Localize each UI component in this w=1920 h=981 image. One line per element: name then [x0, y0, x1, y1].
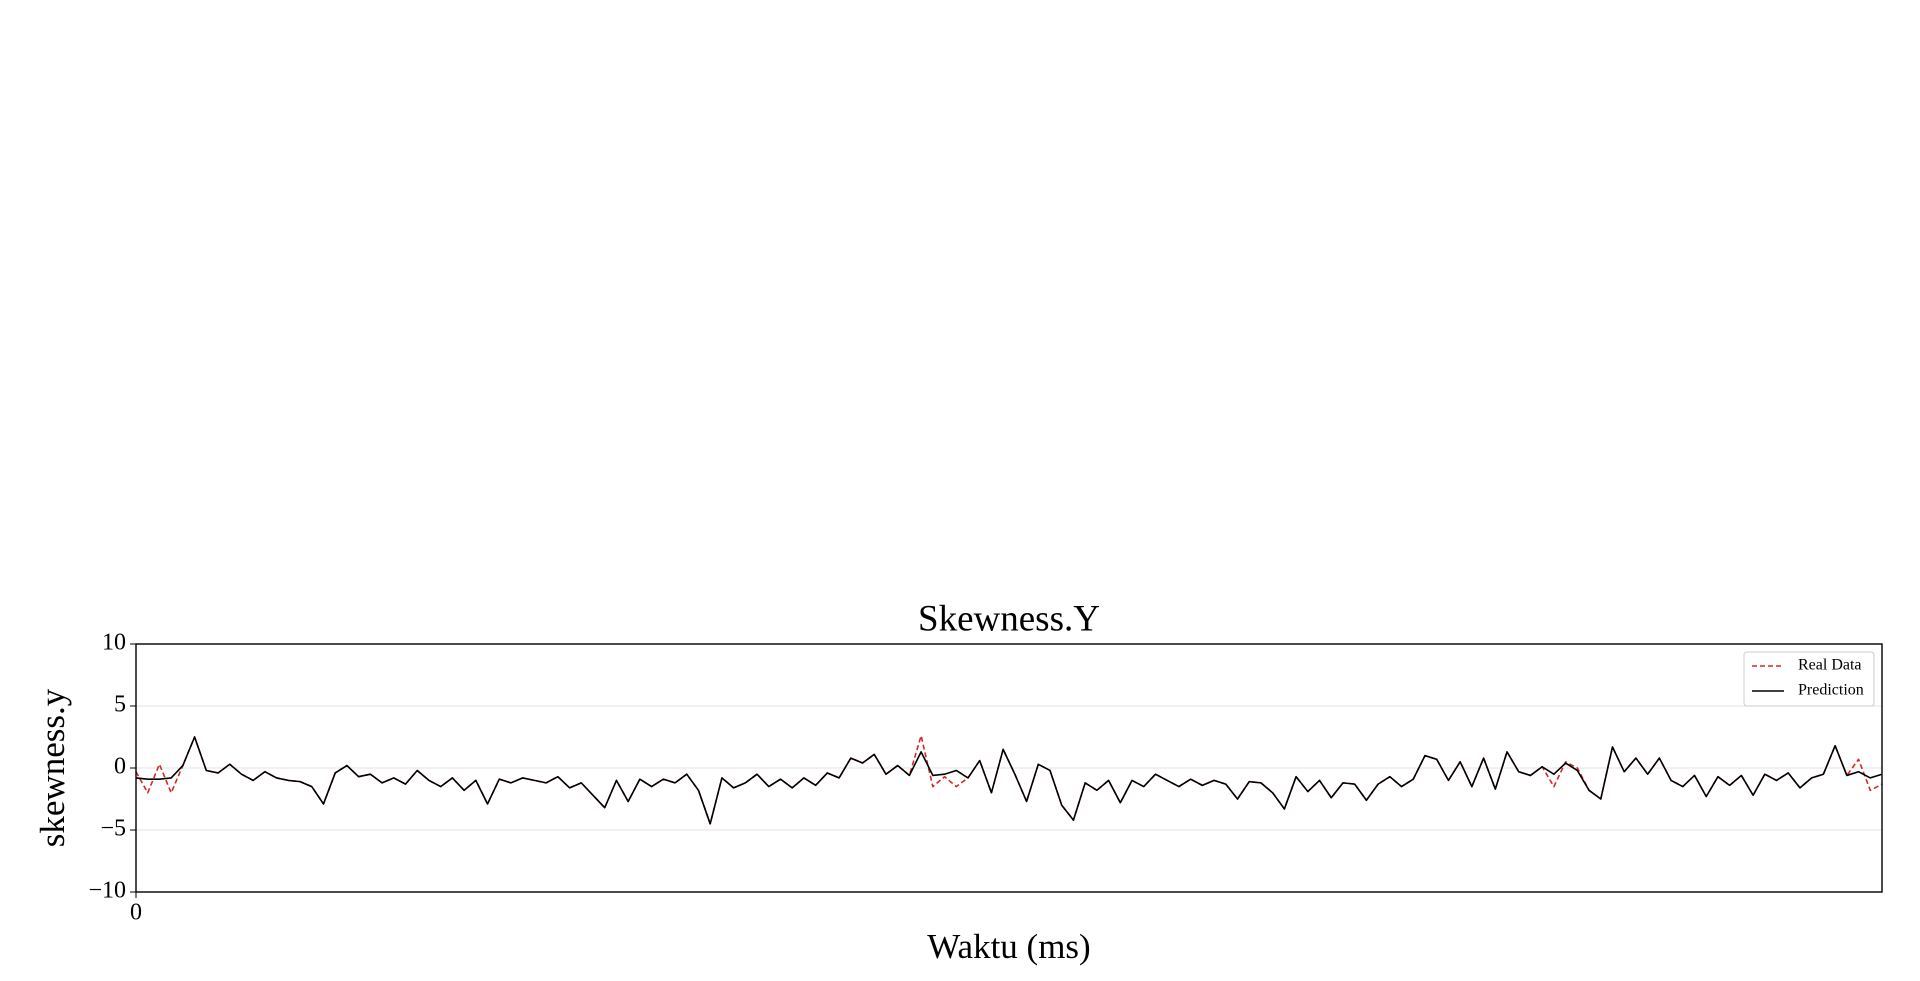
y-tick-label: 0 [114, 754, 126, 780]
legend-label: Real Data [1798, 657, 1862, 674]
y-tick-label: −5 [100, 816, 126, 842]
x-axis-label: Waktu (ms) [927, 927, 1090, 966]
y-tick-label: −10 [88, 878, 126, 904]
legend-label: Prediction [1798, 682, 1864, 699]
y-axis-label: skewness.y [33, 688, 72, 847]
x-tick-label: 0 [130, 900, 142, 926]
y-tick-label: 5 [114, 692, 126, 718]
plot-frame [135, 643, 1883, 893]
y-tick-label: 10 [102, 630, 126, 656]
data-line [135, 736, 1883, 825]
chart-title: Skewness.Y [918, 598, 1100, 639]
